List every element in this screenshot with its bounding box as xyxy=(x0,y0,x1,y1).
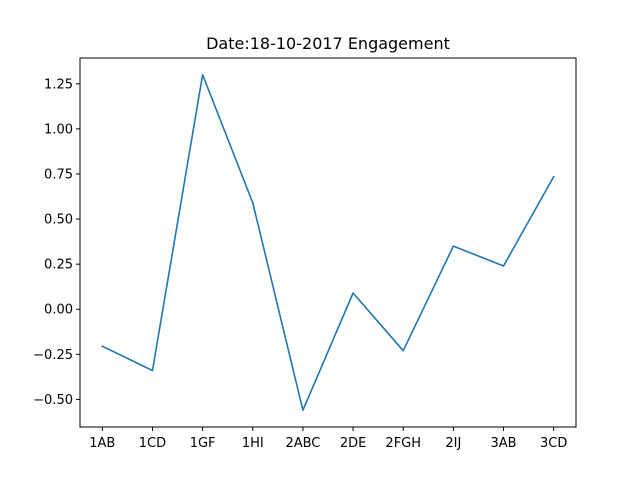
x-tick-label: 2FGH xyxy=(385,436,421,451)
y-tick-label: 1.25 xyxy=(44,77,73,92)
x-tick-label: 2ABC xyxy=(285,436,320,451)
y-tick-label: −0.50 xyxy=(33,393,73,408)
y-tick-label: −0.25 xyxy=(33,348,73,363)
y-tick-label: 0.25 xyxy=(44,258,73,273)
x-tick-label: 1AB xyxy=(89,436,115,451)
x-axis: 1AB 1CD 1GF 1HI 2ABC 2DE 2FGH 2IJ 3AB 3CD xyxy=(89,427,567,451)
y-tick-label: 0.50 xyxy=(44,213,73,228)
y-tick-label: 1.00 xyxy=(44,122,73,137)
x-tick-label: 1CD xyxy=(139,436,166,451)
x-tick-label: 1GF xyxy=(190,436,216,451)
y-axis: −0.50 −0.25 0.00 0.25 0.50 0.75 1.00 1.25 xyxy=(33,77,80,408)
y-tick-label: 0.00 xyxy=(44,303,73,318)
series-line xyxy=(101,73,555,412)
plot-frame xyxy=(79,57,577,428)
chart-title: Date:18-10-2017 Engagement xyxy=(206,34,450,53)
x-tick-label: 2DE xyxy=(340,436,367,451)
x-tick-label: 3CD xyxy=(540,436,567,451)
y-tick-label: 0.75 xyxy=(44,167,73,182)
x-tick-label: 2IJ xyxy=(445,436,461,451)
x-tick-label: 3AB xyxy=(490,436,516,451)
x-tick-label: 1HI xyxy=(242,436,264,451)
